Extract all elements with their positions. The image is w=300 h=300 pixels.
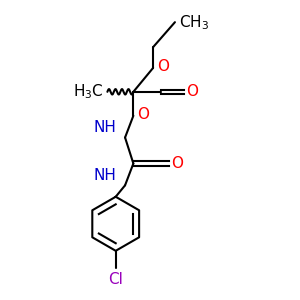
- Text: CH$_3$: CH$_3$: [179, 13, 209, 32]
- Text: Cl: Cl: [108, 272, 123, 286]
- Text: O: O: [157, 59, 169, 74]
- Text: O: O: [186, 84, 198, 99]
- Text: NH: NH: [94, 168, 117, 183]
- Text: O: O: [137, 107, 149, 122]
- Text: O: O: [171, 156, 183, 171]
- Text: NH: NH: [94, 121, 117, 136]
- Text: H$_3$C: H$_3$C: [73, 82, 103, 101]
